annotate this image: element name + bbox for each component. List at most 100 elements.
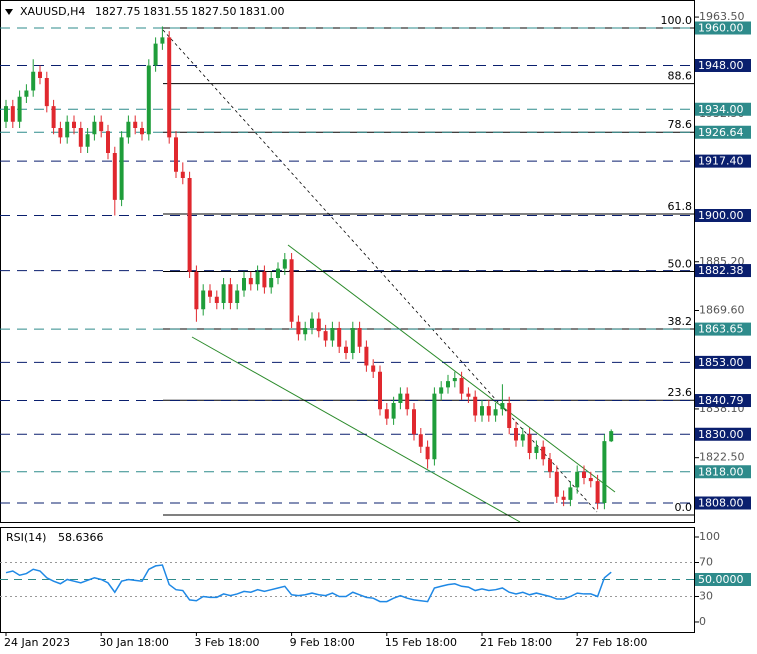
candle-body bbox=[323, 331, 328, 341]
candle-body bbox=[534, 446, 539, 453]
candle-body bbox=[269, 278, 274, 288]
rsi-tick-label: 30 bbox=[699, 589, 713, 602]
candle-body bbox=[316, 318, 321, 332]
candle-body bbox=[235, 290, 240, 303]
candle-body bbox=[582, 471, 586, 478]
candle-body bbox=[412, 409, 416, 435]
level-label: 1840.79 bbox=[698, 394, 744, 407]
candle-body bbox=[480, 406, 484, 416]
x-tick-label: 27 Feb 18:00 bbox=[575, 636, 647, 649]
header-open: 1827.75 bbox=[95, 5, 141, 18]
candle-body bbox=[391, 403, 396, 419]
candle-body bbox=[72, 121, 76, 128]
rsi-tick-label: 100 bbox=[699, 530, 720, 543]
candle-body bbox=[296, 321, 301, 335]
level-label: 1818.00 bbox=[698, 465, 744, 478]
candle-body bbox=[187, 178, 192, 272]
candle-body bbox=[112, 153, 117, 200]
rsi-level-label: 50.0000 bbox=[698, 573, 744, 586]
rsi-frame bbox=[0, 527, 695, 633]
candle-body bbox=[418, 434, 423, 447]
x-tick-label: 9 Feb 18:00 bbox=[290, 636, 355, 649]
candle-body bbox=[10, 106, 15, 122]
candle-body bbox=[378, 371, 382, 410]
candle-body bbox=[262, 271, 267, 288]
candle-body bbox=[337, 328, 342, 347]
candle-body bbox=[44, 78, 49, 107]
candle-body bbox=[507, 403, 512, 428]
candle-body bbox=[160, 37, 165, 44]
candle-body bbox=[357, 328, 362, 347]
candle-body bbox=[473, 396, 478, 416]
level-label: 1863.65 bbox=[698, 323, 744, 336]
candle-body bbox=[214, 296, 219, 303]
level-box bbox=[695, 154, 751, 168]
candle-body bbox=[140, 128, 144, 135]
candle-body bbox=[561, 496, 566, 500]
fib-label: 23.6 bbox=[668, 386, 693, 399]
candle-body bbox=[452, 378, 457, 382]
rsi-line bbox=[5, 564, 612, 603]
candle-body bbox=[459, 378, 464, 394]
level-label: 1948.00 bbox=[698, 59, 744, 72]
candle-body bbox=[364, 346, 369, 366]
candle-body bbox=[133, 121, 138, 128]
candle-body bbox=[405, 393, 410, 410]
level-box bbox=[695, 21, 751, 35]
main-frame bbox=[0, 0, 695, 523]
level-box bbox=[695, 59, 751, 72]
candle-body bbox=[153, 43, 158, 66]
candle-body bbox=[119, 137, 124, 200]
level-label: 1934.00 bbox=[698, 103, 744, 116]
candle-body bbox=[303, 328, 308, 335]
x-tick-label: 15 Feb 18:00 bbox=[385, 636, 457, 649]
fib-label: 50.0 bbox=[668, 258, 693, 271]
symbol: XAUUSD,H4 bbox=[20, 5, 85, 18]
level-label: 1917.40 bbox=[698, 155, 744, 168]
candle-body bbox=[4, 106, 8, 122]
candle-body bbox=[228, 284, 233, 303]
candle-body bbox=[282, 259, 287, 269]
candle-body bbox=[548, 459, 552, 472]
menu-arrow[interactable] bbox=[5, 9, 13, 15]
fib-label: 61.8 bbox=[668, 200, 693, 213]
rsi-tick-label: 0 bbox=[699, 615, 706, 628]
level-label: 1882.38 bbox=[698, 264, 744, 277]
candle-body bbox=[575, 471, 580, 488]
level-box bbox=[695, 102, 751, 116]
candle-body bbox=[174, 137, 178, 172]
candle-body bbox=[180, 171, 185, 178]
candle-body bbox=[126, 121, 131, 138]
candle-body bbox=[493, 409, 498, 416]
candle-body bbox=[255, 271, 260, 285]
candle-body bbox=[541, 446, 546, 460]
candle-body bbox=[446, 381, 450, 388]
level-label: 1830.00 bbox=[698, 428, 744, 441]
candle-body bbox=[106, 131, 110, 153]
y-tick-label: 1963.50 bbox=[699, 10, 745, 23]
candle-body bbox=[588, 478, 593, 482]
candle-body bbox=[439, 387, 444, 394]
candle-body bbox=[85, 134, 90, 147]
candle-body bbox=[17, 96, 22, 122]
candle-body bbox=[425, 446, 430, 460]
candle-body bbox=[602, 441, 607, 503]
candle-body bbox=[432, 393, 437, 460]
candle-body bbox=[289, 259, 294, 322]
level-label: 1926.64 bbox=[698, 126, 744, 139]
candle-body bbox=[92, 121, 97, 135]
candle-body bbox=[221, 284, 226, 303]
fib-label: 38.2 bbox=[668, 315, 693, 328]
candle-body bbox=[350, 328, 355, 353]
x-tick-label: 30 Jan 18:00 bbox=[99, 636, 169, 649]
level-box bbox=[695, 355, 751, 369]
level-box bbox=[695, 496, 751, 510]
candle-body bbox=[38, 71, 42, 78]
level-box bbox=[695, 427, 751, 441]
level-box bbox=[695, 209, 751, 222]
rsi-title: RSI(14) bbox=[6, 531, 46, 544]
candle-body bbox=[58, 128, 63, 138]
candle-body bbox=[194, 271, 199, 310]
